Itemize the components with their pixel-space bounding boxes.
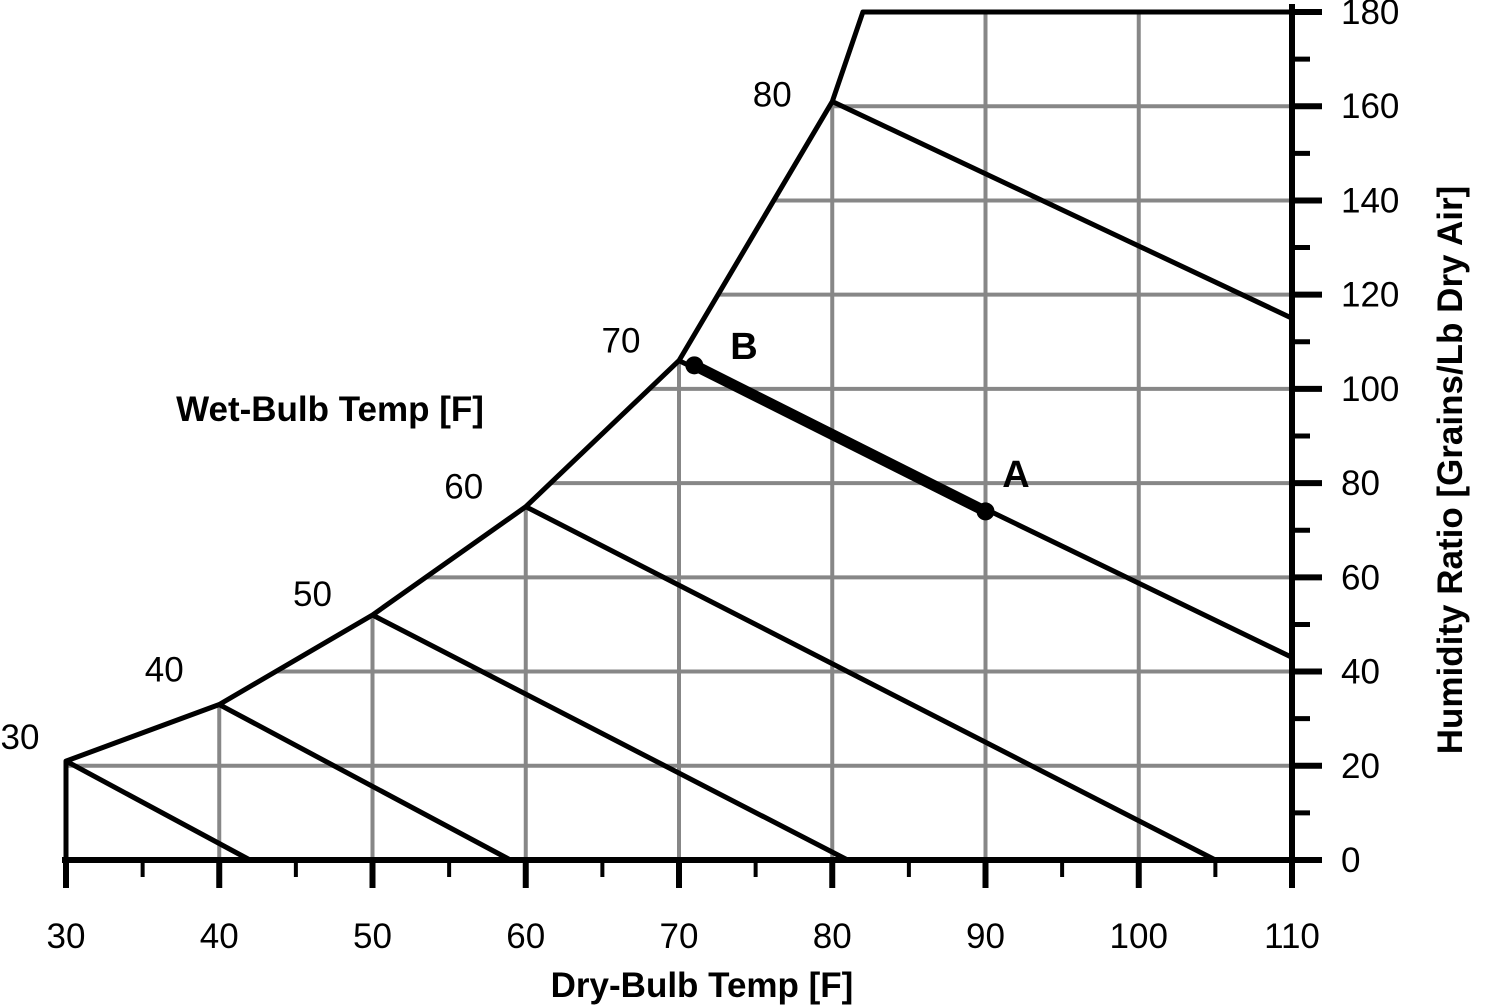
wet-bulb-value-labels: 30 40 50 60 70 80: [1, 76, 792, 758]
y-tick-label-40: 40: [1341, 653, 1380, 692]
axes: [62, 4, 1322, 888]
x-tick-label-40: 40: [200, 917, 239, 956]
y-tick-label-120: 120: [1341, 276, 1399, 315]
wet-bulb-label-80: 80: [753, 76, 792, 115]
y-tick-label-60: 60: [1341, 558, 1380, 597]
gridlines: [66, 12, 1292, 860]
point-a-marker: [976, 502, 995, 521]
wet-bulb-line-60: [524, 504, 1217, 863]
y-tick-label-180: 180: [1341, 0, 1399, 32]
wet-bulb-line-30: [64, 758, 252, 863]
y-axis-title: Humidity Ratio [Grains/Lb Dry Air]: [1431, 186, 1470, 754]
wet-bulb-label-60: 60: [444, 468, 483, 507]
x-tick-label-60: 60: [506, 917, 545, 956]
wet-bulb-label-40: 40: [145, 651, 184, 690]
x-axis-title: Dry-Bulb Temp [F]: [551, 966, 854, 1005]
wet-bulb-line-50: [371, 612, 849, 863]
y-tick-label-0: 0: [1341, 841, 1360, 880]
x-tick-label-30: 30: [47, 917, 86, 956]
y-tick-label-100: 100: [1341, 370, 1399, 409]
y-tick-label-80: 80: [1341, 464, 1380, 503]
y-tick-label-20: 20: [1341, 747, 1380, 786]
wet-bulb-label-30: 30: [1, 718, 40, 757]
wet-bulb-axis-title: Wet-Bulb Temp [F]: [176, 390, 484, 429]
x-tick-label-90: 90: [966, 917, 1005, 956]
process-line-group: [685, 356, 995, 521]
saturation-curve: [63, 9, 1292, 860]
wet-bulb-label-50: 50: [293, 575, 332, 614]
process-line: [691, 360, 988, 517]
tick-labels: 30 40 50 60 70 80 90 100 110 0 20 40 60 80 100 120 140 16…: [47, 0, 1400, 956]
y-tick-label-140: 140: [1341, 181, 1399, 220]
wet-bulb-line-80: [831, 99, 1294, 321]
x-tick-label-80: 80: [813, 917, 852, 956]
y-tick-label-160: 160: [1341, 87, 1399, 126]
x-tick-label-70: 70: [660, 917, 699, 956]
x-tick-label-110: 110: [1264, 917, 1320, 956]
wet-bulb-label-70: 70: [602, 322, 641, 361]
x-tick-label-50: 50: [353, 917, 392, 956]
chart-outline: [63, 9, 1292, 860]
wet-bulb-line-40: [218, 702, 512, 863]
x-tick-label-100: 100: [1110, 917, 1168, 956]
point-b-marker: [685, 356, 704, 375]
point-a-label: A: [1002, 454, 1029, 496]
point-b-label: B: [730, 326, 757, 368]
